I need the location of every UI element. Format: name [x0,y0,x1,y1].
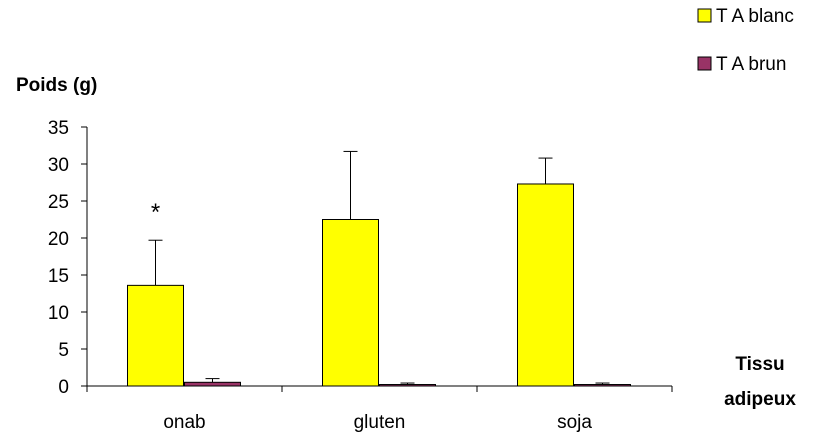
x-axis-title-line2: adipeux [724,389,796,410]
x-axis: onab gluten soja [86,385,673,433]
bars: * [127,150,631,387]
y-axis: 0 5 10 15 20 25 30 35 [48,118,88,398]
significance-marker: * [151,199,160,226]
legend-swatch-brun [697,56,712,71]
x-axis-title-line1: Tissu [735,354,784,375]
x-tick-label: gluten [354,412,406,433]
y-tick-label: 15 [48,266,69,287]
y-tick-label: 10 [48,303,69,324]
bar [127,284,184,387]
bar [322,219,379,387]
y-tick-label: 35 [48,118,69,139]
y-tick-label: 25 [48,192,69,213]
legend-label-blanc: T A blanc [716,6,794,27]
y-tick-label: 5 [58,340,69,361]
y-tick-label: 0 [58,377,69,398]
bar [574,384,631,387]
x-tick-label: onab [163,412,205,433]
legend: T A blanc T A brun [697,6,794,75]
y-tick-label: 20 [48,229,69,250]
legend-swatch-blanc [697,8,712,23]
bar [379,384,436,387]
x-tick-label: soja [557,412,592,433]
y-tick-label: 30 [48,155,69,176]
bar [184,381,241,387]
legend-label-brun: T A brun [716,54,786,75]
y-axis-title: Poids (g) [16,75,97,96]
bar [517,183,574,387]
